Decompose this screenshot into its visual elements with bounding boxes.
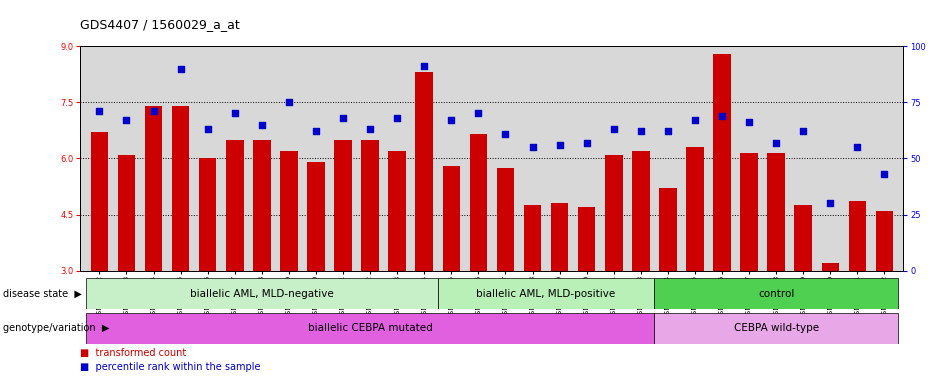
Point	[742, 119, 757, 126]
Point	[281, 99, 296, 105]
Bar	[361, 140, 379, 271]
Bar	[849, 202, 867, 271]
Bar	[876, 211, 893, 271]
Text: genotype/variation  ▶: genotype/variation ▶	[3, 323, 109, 333]
Bar	[438, 278, 655, 309]
Bar	[86, 313, 655, 344]
Point	[660, 128, 675, 134]
Point	[254, 122, 270, 128]
Point	[850, 144, 865, 150]
Point	[308, 128, 324, 134]
Bar	[226, 140, 243, 271]
Bar	[253, 140, 271, 271]
Point	[606, 126, 622, 132]
Point	[877, 171, 892, 177]
Bar	[686, 147, 704, 271]
Text: ■  percentile rank within the sample: ■ percentile rank within the sample	[80, 362, 261, 372]
Point	[336, 115, 351, 121]
Point	[633, 128, 648, 134]
Point	[579, 140, 594, 146]
Point	[823, 200, 838, 207]
Text: biallelic AML, MLD-negative: biallelic AML, MLD-negative	[190, 289, 334, 299]
Point	[362, 126, 377, 132]
Bar	[91, 132, 108, 271]
Bar	[741, 153, 758, 271]
Text: ■  transformed count: ■ transformed count	[80, 348, 186, 358]
Point	[714, 113, 729, 119]
Bar	[655, 313, 898, 344]
Text: CEBPA wild-type: CEBPA wild-type	[734, 323, 818, 333]
Bar	[795, 205, 812, 271]
Text: biallelic AML, MLD-positive: biallelic AML, MLD-positive	[477, 289, 616, 299]
Point	[227, 111, 242, 117]
Bar	[86, 278, 438, 309]
Text: GDS4407 / 1560029_a_at: GDS4407 / 1560029_a_at	[80, 18, 240, 31]
Bar	[767, 153, 785, 271]
Point	[525, 144, 540, 150]
Bar	[524, 205, 541, 271]
Bar	[145, 106, 163, 271]
Point	[390, 115, 405, 121]
Point	[796, 128, 811, 134]
Bar	[280, 151, 298, 271]
Point	[92, 108, 107, 114]
Bar	[199, 159, 217, 271]
Point	[498, 131, 513, 137]
Point	[416, 63, 431, 70]
Bar	[632, 151, 650, 271]
Point	[471, 111, 486, 117]
Bar	[821, 263, 839, 271]
Point	[688, 117, 703, 123]
Text: control: control	[758, 289, 795, 299]
Bar	[655, 278, 898, 309]
Bar	[604, 155, 622, 271]
Bar	[415, 72, 433, 271]
Bar	[497, 168, 515, 271]
Point	[146, 108, 161, 114]
Text: disease state  ▶: disease state ▶	[3, 289, 81, 299]
Bar	[469, 134, 487, 271]
Bar	[117, 155, 135, 271]
Point	[552, 142, 568, 148]
Bar	[443, 166, 460, 271]
Bar	[659, 189, 676, 271]
Point	[768, 140, 783, 146]
Point	[173, 66, 188, 72]
Bar	[172, 106, 189, 271]
Bar	[334, 140, 352, 271]
Bar	[551, 204, 569, 271]
Point	[444, 117, 459, 123]
Bar	[713, 54, 731, 271]
Bar	[578, 207, 595, 271]
Point	[201, 126, 216, 132]
Point	[119, 117, 134, 123]
Bar	[389, 151, 406, 271]
Bar	[307, 162, 324, 271]
Text: biallelic CEBPA mutated: biallelic CEBPA mutated	[307, 323, 432, 333]
